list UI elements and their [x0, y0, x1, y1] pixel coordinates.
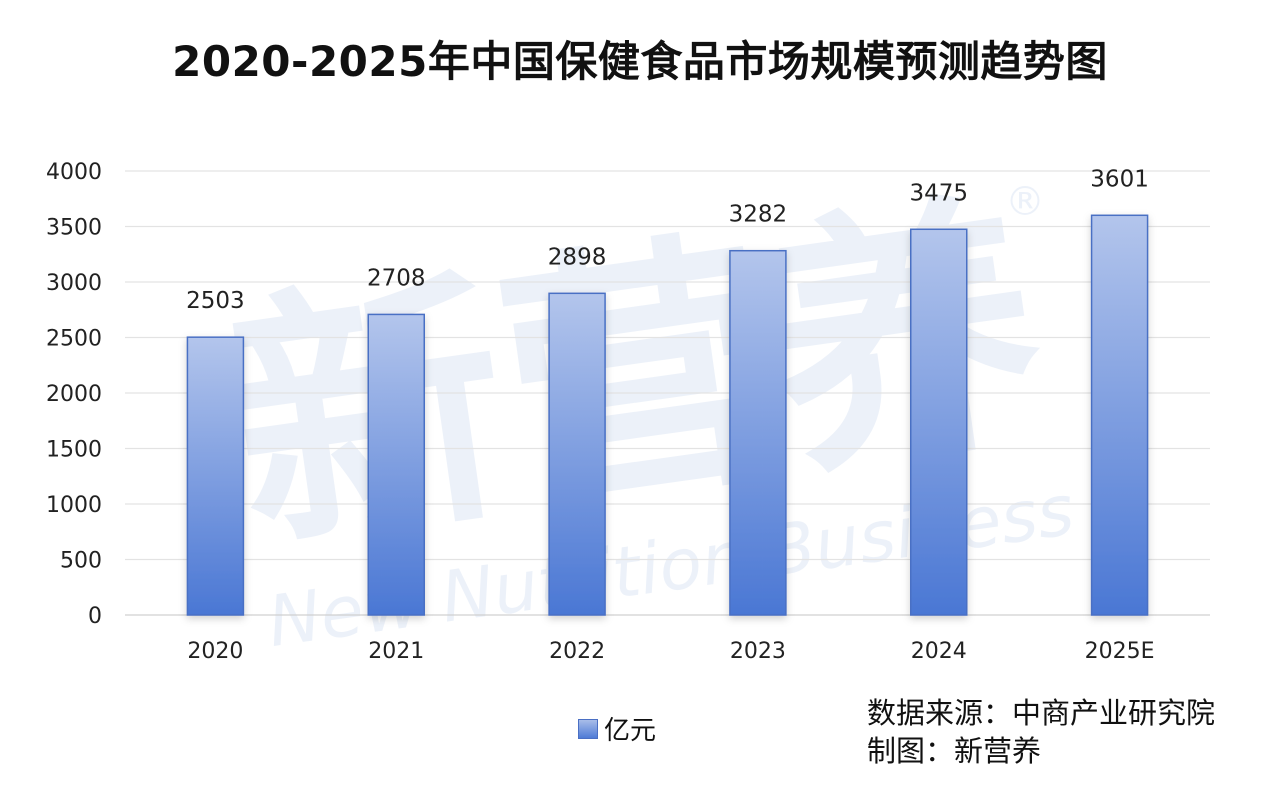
x-tick-label: 2023: [730, 639, 786, 664]
x-axis-ticks: 2020 2021 2022 2023 2024 2025E: [187, 639, 1154, 664]
bar: [729, 249, 787, 616]
legend-label: 亿元: [604, 716, 657, 746]
y-tick-label: 3500: [46, 216, 102, 241]
y-tick-label: 4000: [46, 160, 102, 185]
bar: [1090, 214, 1149, 616]
data-label: 3282: [729, 202, 788, 228]
bar: [186, 336, 245, 616]
chart-title: 2020-2025年中国保健食品市场规模预测趋势图: [172, 37, 1108, 86]
y-tick-label: 0: [88, 604, 102, 629]
x-tick-label: 2021: [368, 639, 424, 664]
y-tick-label: 1000: [46, 493, 102, 518]
y-tick-label: 2000: [46, 382, 102, 407]
bar: [548, 292, 606, 616]
y-axis-ticks: 0 500 1000 1500 2000 2500 3000 3500 4000: [46, 160, 102, 629]
source-text: 数据来源：中商产业研究院: [867, 696, 1216, 730]
data-labels: 2503 2708 2898 3282 3475 3601: [186, 166, 1149, 314]
legend: 亿元: [578, 710, 656, 747]
data-label: 3601: [1090, 166, 1149, 192]
data-label: 2708: [367, 265, 426, 291]
bar: [367, 313, 425, 616]
y-tick-label: 1500: [46, 438, 102, 463]
x-tick-label: 2024: [911, 639, 967, 664]
bars: [186, 214, 1149, 616]
data-label: 2898: [548, 244, 607, 270]
x-tick-label: 2022: [549, 639, 605, 664]
x-tick-label: 2020: [187, 639, 243, 664]
data-label: 3475: [909, 180, 968, 206]
watermark-mark: ®: [1005, 179, 1045, 225]
y-tick-label: 500: [60, 549, 102, 574]
legend-swatch: [578, 718, 598, 739]
x-tick-label: 2025E: [1085, 639, 1155, 664]
bar: [910, 228, 968, 616]
y-tick-label: 2500: [46, 327, 102, 352]
grid: [125, 170, 1210, 616]
credit-text: 制图：新营养: [867, 734, 1042, 768]
source-note: 数据来源：中商产业研究院 制图：新营养: [867, 694, 1215, 770]
y-tick-label: 3000: [46, 271, 102, 296]
data-label: 2503: [186, 288, 245, 314]
